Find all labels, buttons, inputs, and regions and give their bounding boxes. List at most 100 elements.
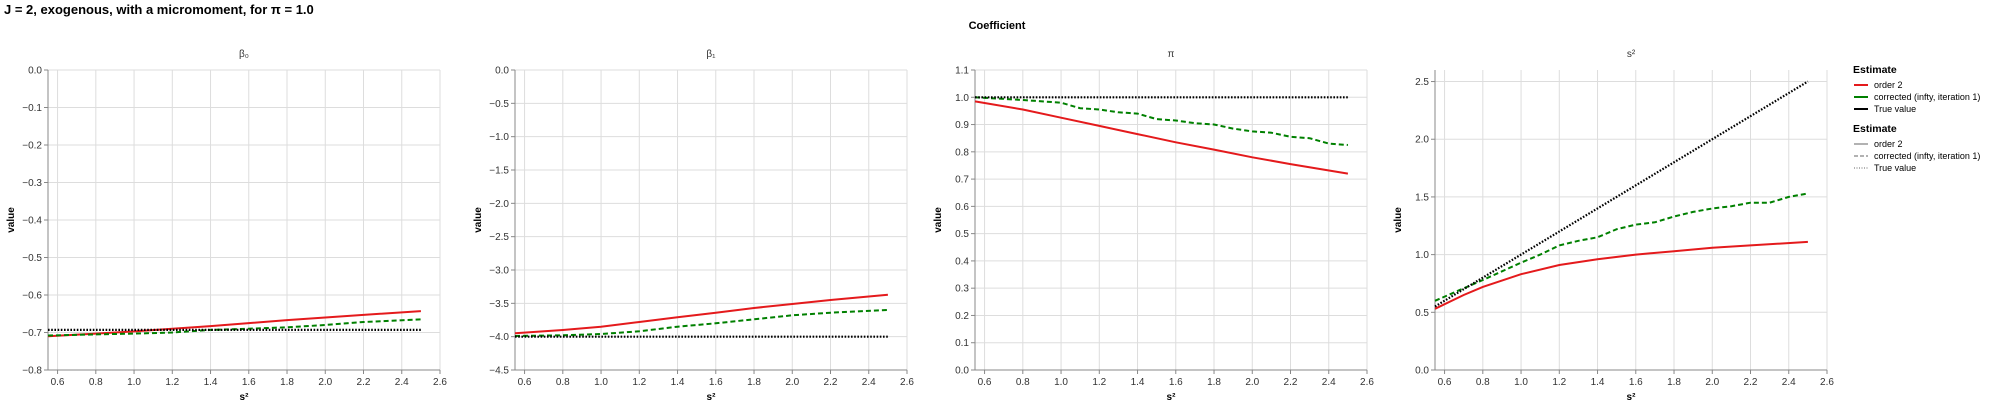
legend-dash-group: Estimate order 2 corrected (infty, itera…	[1853, 123, 1980, 174]
x-tick-label: 1.4	[671, 377, 685, 388]
y-tick-label: 0.4	[955, 256, 969, 267]
x-tick-label: 1.6	[1629, 377, 1643, 388]
y-tick-label: −2.0	[489, 199, 509, 210]
legend-swatch-black	[1854, 108, 1868, 110]
legend-swatch-green	[1854, 96, 1868, 98]
chart-panel-4: 0.0 0.5 1.0 1.5 2.0 2.5 0.6 0.8 1.0 1.2 1.4 1.6 1.8 2…	[1393, 49, 1834, 403]
series-order2-line	[974, 100, 1349, 175]
legend-item-order2-dash: order 2	[1854, 138, 1980, 150]
y-tick-label: 0.6	[955, 202, 969, 213]
legend-label: order 2	[1874, 139, 1903, 149]
panel-title: s²	[1627, 49, 1636, 60]
x-tick-label: 2.2	[824, 377, 838, 388]
legend-item-corrected-color: corrected (infty, iteration 1)	[1854, 91, 1980, 103]
y-tick-label: −3.5	[489, 299, 509, 310]
x-tick-label: 1.8	[1667, 377, 1681, 388]
y-tick-label: 1.0	[1415, 250, 1429, 261]
x-tick-label: 2.2	[1744, 377, 1758, 388]
legend: Estimate order 2 corrected (infty, itera…	[1853, 64, 1980, 182]
legend-label: order 2	[1874, 80, 1903, 90]
y-tick-label: 0.0	[955, 366, 969, 377]
legend-color-title: Estimate	[1853, 64, 1897, 76]
y-tick-label: 1.5	[1415, 192, 1429, 203]
x-axis-label: s²	[707, 392, 717, 403]
legend-label: True value	[1874, 104, 1917, 114]
x-tick-label: 2.6	[1820, 377, 1834, 388]
y-tick-label: −0.4	[22, 216, 42, 227]
x-tick-label: 0.8	[1476, 377, 1490, 388]
panel-title: π	[1168, 49, 1175, 60]
y-tick-label: −0.5	[489, 99, 509, 110]
y-tick-label: −0.3	[22, 178, 42, 189]
y-tick-label: 0.1	[955, 338, 969, 349]
legend-swatch-dotted	[1854, 167, 1868, 169]
x-tick-label: 0.8	[556, 377, 570, 388]
x-tick-label: 0.8	[1016, 377, 1030, 388]
x-tick-label: 1.2	[1092, 377, 1106, 388]
x-tick-label: 1.4	[1591, 377, 1605, 388]
legend-label: corrected (infty, iteration 1)	[1874, 151, 1981, 161]
x-tick-label: 1.0	[1514, 377, 1528, 388]
y-tick-label: −1.5	[489, 166, 509, 177]
legend-swatch-dashed	[1854, 155, 1868, 157]
y-tick-label: 0.5	[955, 229, 969, 240]
series-order2-line	[514, 293, 888, 335]
x-tick-label: 2.6	[900, 377, 914, 388]
x-axis-label: s²	[1167, 392, 1177, 403]
y-tick-label: 0.7	[955, 175, 969, 186]
y-tick-label: 0.8	[955, 147, 969, 158]
y-tick-label: −0.8	[22, 366, 42, 377]
x-tick-label: 1.8	[280, 377, 294, 388]
x-axis-label: s²	[1627, 392, 1637, 403]
legend-item-true-color: True value	[1854, 103, 1980, 115]
x-tick-label: 2.4	[1322, 377, 1336, 388]
x-tick-label: 1.0	[1054, 377, 1068, 388]
x-tick-label: 1.4	[1131, 377, 1145, 388]
series-corrected-line	[1434, 192, 1809, 302]
legend-color-group: Estimate order 2 corrected (infty, itera…	[1853, 64, 1980, 115]
series-corrected-line	[974, 96, 1348, 146]
y-tick-label: 1.0	[955, 93, 969, 104]
x-tick-label: 1.2	[632, 377, 646, 388]
x-tick-label: 2.4	[395, 377, 409, 388]
y-tick-label: 2.0	[1415, 135, 1429, 146]
legend-item-corrected-dash: corrected (infty, iteration 1)	[1854, 150, 1980, 162]
x-tick-label: 1.6	[1169, 377, 1183, 388]
y-tick-label: 0.3	[955, 284, 969, 295]
y-tick-label: −0.7	[22, 328, 42, 339]
y-tick-label: 0.0	[1415, 366, 1429, 377]
y-tick-label: 2.5	[1415, 77, 1429, 88]
page-title: J = 2, exogenous, with a micromoment, fo…	[4, 2, 314, 17]
panel-title: β₀	[239, 49, 249, 60]
chart-panel-2: −4.5 −4.0 −3.5 −3.0 −2.5 −2.0 −1.5 −1.0 −0.5 0.0 0…	[473, 49, 914, 403]
x-tick-label: 0.6	[1438, 377, 1452, 388]
x-tick-label: 0.6	[51, 377, 65, 388]
y-axis-label: value	[473, 207, 484, 233]
x-tick-label: 1.4	[204, 377, 218, 388]
y-tick-label: −1.0	[489, 132, 509, 143]
legend-item-order2-color: order 2	[1854, 79, 1980, 91]
x-tick-label: 1.6	[709, 377, 723, 388]
x-tick-label: 2.2	[1284, 377, 1298, 388]
y-tick-label: −2.5	[489, 232, 509, 243]
y-tick-label: 0.5	[1415, 308, 1429, 319]
x-tick-label: 1.0	[127, 377, 141, 388]
x-tick-label: 1.8	[747, 377, 761, 388]
x-axis-label: s²	[240, 392, 250, 403]
y-tick-label: −0.6	[22, 291, 42, 302]
y-tick-label: −4.0	[489, 332, 509, 343]
x-tick-label: 1.8	[1207, 377, 1221, 388]
y-tick-label: 0.0	[28, 66, 42, 77]
y-axis-label: value	[1393, 207, 1404, 233]
x-tick-label: 2.0	[318, 377, 332, 388]
x-tick-label: 2.6	[433, 377, 447, 388]
y-tick-label: 0.9	[955, 120, 969, 131]
x-tick-label: 2.0	[1245, 377, 1259, 388]
y-tick-label: −3.0	[489, 266, 509, 277]
series-corrected-line	[47, 318, 421, 337]
series-true-value-line	[1434, 80, 1809, 308]
panel-title: β₁	[706, 49, 716, 60]
chart-panel-3: 0.0 0.1 0.2 0.3 0.4 0.5 0.6 0.7 0.8 0.9 1.0 1.1 0.6 0…	[933, 49, 1374, 403]
legend-swatch-solid	[1854, 143, 1868, 145]
